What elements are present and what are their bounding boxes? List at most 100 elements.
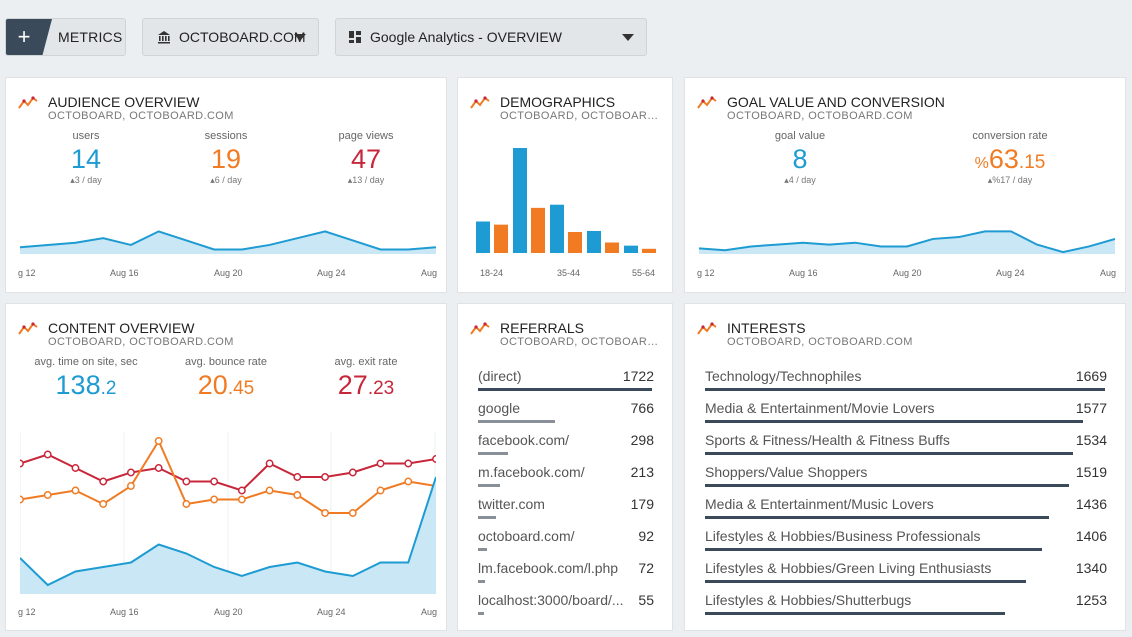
list-item[interactable]: Shoppers/Value Shoppers 1519 bbox=[705, 458, 1107, 490]
x-tick: Aug 16 bbox=[789, 268, 818, 278]
list-item[interactable]: google 766 bbox=[478, 394, 654, 426]
data-point bbox=[71, 486, 80, 495]
kpi-int: 20 bbox=[197, 370, 228, 400]
bar bbox=[568, 232, 582, 253]
demographics-card[interactable]: DEMOGRAPHICS OCTOBOARD, OCTOBOARD.... 18… bbox=[457, 77, 673, 293]
kpi-delta: ▴3 / day bbox=[70, 175, 102, 185]
kpi-value: 19 bbox=[210, 144, 242, 174]
bar bbox=[531, 207, 545, 253]
bar bbox=[624, 245, 638, 253]
list-item[interactable]: octoboard.com/92 bbox=[478, 522, 654, 554]
list-item[interactable]: Media & Entertainment/Music Lovers 1436 bbox=[705, 490, 1107, 522]
referrals-card[interactable]: REFERRALS OCTOBOARD, OCTOBOARD.... (dire… bbox=[457, 303, 673, 631]
list-item-label: octoboard.com/ bbox=[478, 528, 575, 544]
site-selector[interactable]: OCTOBOARD.COM bbox=[142, 18, 319, 56]
card-title: DEMOGRAPHICS bbox=[500, 94, 616, 110]
content-line-chart bbox=[20, 432, 436, 594]
data-point bbox=[99, 500, 108, 508]
list-item-value: 1577 bbox=[1075, 400, 1107, 416]
x-tick: Aug 20 bbox=[214, 268, 243, 278]
list-item-label: google bbox=[478, 400, 521, 416]
sparkline-area bbox=[699, 231, 1115, 254]
sparkline-area bbox=[20, 231, 436, 254]
x-tick: Aug 16 bbox=[110, 607, 139, 617]
kpi-int: 63 bbox=[988, 144, 1019, 174]
list-item-bar bbox=[705, 484, 1070, 487]
x-tick: 18-24 bbox=[480, 268, 504, 278]
list-item[interactable]: Sports & Fitness/Health & Fitness Buffs 1… bbox=[705, 426, 1107, 458]
data-point bbox=[376, 459, 385, 468]
content-overview-card[interactable]: CONTENT OVERVIEW OCTOBOARD, OCTOBOARD.CO… bbox=[5, 303, 447, 631]
list-item[interactable]: Lifestyles & Hobbies/Business Profession… bbox=[705, 522, 1107, 554]
list-item[interactable]: facebook.com/298 bbox=[478, 426, 654, 458]
kpi-value: 14 bbox=[70, 144, 102, 174]
list-item-label: (direct) bbox=[478, 368, 522, 384]
kpi-sessions: sessions 19 ▴6 / day bbox=[186, 130, 266, 186]
list-item-value: 1669 bbox=[1075, 368, 1107, 384]
list-item[interactable]: localhost:3000/board/... 55 bbox=[478, 586, 654, 618]
kpi-label: users bbox=[72, 130, 100, 142]
list-item-label: Media & Entertainment/Movie Lovers bbox=[705, 400, 935, 416]
card-subtitle: OCTOBOARD, OCTOBOARD.... bbox=[500, 110, 660, 122]
x-tick: Aug 20 bbox=[214, 607, 243, 617]
card-title: GOAL VALUE AND CONVERSION bbox=[727, 94, 945, 110]
plus-icon: + bbox=[6, 19, 52, 55]
octoboard-logo-icon bbox=[470, 96, 490, 109]
x-tick: g 12 bbox=[18, 607, 36, 617]
kpi-page-views: page views 47 ▴13 / day bbox=[326, 130, 406, 186]
kpi-delta: ▴%17 / day bbox=[987, 175, 1033, 185]
kpi-decimal: .45 bbox=[227, 378, 255, 399]
list-item[interactable]: Lifestyles & Hobbies/Shutterbugs 1253 bbox=[705, 586, 1107, 618]
kpi-decimal: .2 bbox=[100, 378, 117, 399]
list-item[interactable]: m.facebook.com/213 bbox=[478, 458, 654, 490]
list-item[interactable]: Media & Entertainment/Movie Lovers 1577 bbox=[705, 394, 1107, 426]
data-point bbox=[71, 464, 80, 472]
data-point bbox=[182, 500, 191, 508]
kpi-decimal: .23 bbox=[367, 378, 395, 399]
data-point bbox=[182, 477, 191, 486]
list-item-bar bbox=[705, 612, 1006, 615]
list-item-value: 298 bbox=[630, 432, 654, 448]
goal-conversion-card[interactable]: GOAL VALUE AND CONVERSION OCTOBOARD, OCT… bbox=[684, 77, 1126, 293]
dashboard-icon bbox=[349, 31, 361, 43]
list-item[interactable]: Technology/Technophiles 1669 bbox=[705, 362, 1107, 394]
x-tick: Aug 24 bbox=[996, 268, 1025, 278]
card-title: AUDIENCE OVERVIEW bbox=[48, 94, 200, 110]
list-item[interactable]: Lifestyles & Hobbies/Green Living Enthus… bbox=[705, 554, 1107, 586]
interests-list: Technology/Technophiles 1669 Media & Enter… bbox=[705, 362, 1107, 618]
kpi-avg-exit-rate: avg. exit rate 27.23 bbox=[306, 356, 426, 401]
kpi-value: 27.23 bbox=[306, 370, 426, 401]
add-metrics-button[interactable]: + METRICS bbox=[5, 18, 126, 56]
series-area bbox=[20, 477, 436, 594]
card-subtitle: OCTOBOARD, OCTOBOARD.COM bbox=[48, 110, 234, 122]
kpi-delta: ▴4 / day bbox=[784, 175, 816, 185]
data-point bbox=[432, 455, 436, 463]
list-item[interactable]: (direct) 1722 bbox=[478, 362, 654, 394]
kpi-users: users 14 ▴3 / day bbox=[46, 130, 126, 186]
kpi-value: 20.45 bbox=[166, 370, 286, 401]
kpi-label: page views bbox=[338, 130, 394, 142]
chevron-down-icon bbox=[622, 34, 634, 41]
audience-overview-card[interactable]: AUDIENCE OVERVIEW OCTOBOARD, OCTOBOARD.C… bbox=[5, 77, 447, 293]
list-item-label: Lifestyles & Hobbies/Green Living Enthus… bbox=[705, 560, 992, 576]
dashboard-selector[interactable]: Google Analytics - OVERVIEW bbox=[335, 18, 647, 56]
list-item-value: 1722 bbox=[622, 368, 654, 384]
kpi-value: 8 bbox=[792, 144, 808, 174]
list-item[interactable]: twitter.com 179 bbox=[478, 490, 654, 522]
kpi-label: sessions bbox=[204, 130, 248, 142]
card-subtitle: OCTOBOARD, OCTOBOARD.... bbox=[500, 336, 660, 348]
bar bbox=[605, 242, 619, 253]
card-subtitle: OCTOBOARD, OCTOBOARD.COM bbox=[727, 336, 913, 348]
card-title: INTERESTS bbox=[727, 320, 806, 336]
list-item[interactable]: lm.facebook.com/l.php 72 bbox=[478, 554, 654, 586]
list-item-value: 1534 bbox=[1075, 432, 1107, 448]
interests-card[interactable]: INTERESTS OCTOBOARD, OCTOBOARD.COM Techn… bbox=[684, 303, 1126, 631]
list-item-label: Shoppers/Value Shoppers bbox=[705, 464, 868, 480]
bar bbox=[476, 221, 490, 253]
list-item-label: Technology/Technophiles bbox=[705, 368, 862, 384]
list-item-label: facebook.com/ bbox=[478, 432, 570, 448]
list-item-label: Lifestyles & Hobbies/Business Profession… bbox=[705, 528, 981, 544]
list-item-bar bbox=[705, 420, 1083, 423]
kpi-delta: ▴13 / day bbox=[347, 175, 385, 185]
data-point bbox=[43, 450, 52, 459]
